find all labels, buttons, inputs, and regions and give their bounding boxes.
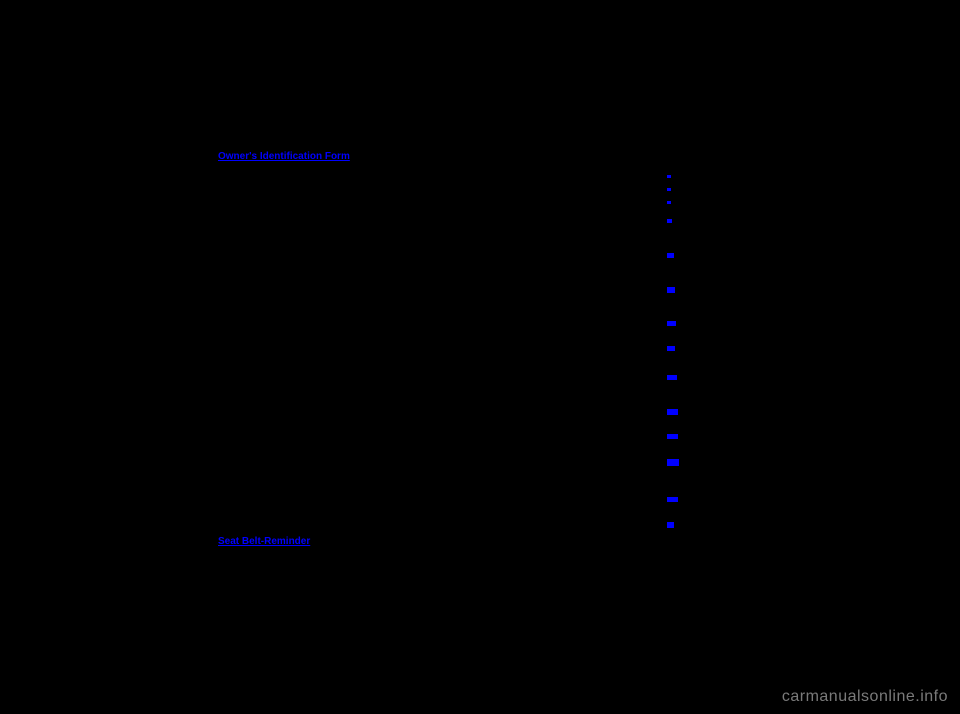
toc-bullet[interactable]	[667, 201, 671, 204]
link-seat-belt-reminder[interactable]: Seat Belt-Reminder	[218, 536, 310, 547]
toc-bullet[interactable]	[667, 188, 671, 191]
toc-bullet[interactable]	[667, 287, 675, 293]
toc-bullet[interactable]	[667, 434, 678, 439]
toc-bullet[interactable]	[667, 375, 677, 380]
toc-bullet[interactable]	[667, 522, 674, 528]
toc-bullet[interactable]	[667, 175, 671, 178]
toc-bullet[interactable]	[667, 321, 676, 326]
toc-bullet[interactable]	[667, 219, 672, 223]
toc-bullet[interactable]	[667, 459, 679, 466]
toc-bullet[interactable]	[667, 409, 678, 415]
toc-bullet[interactable]	[667, 346, 675, 351]
link-owners-identification-form[interactable]: Owner's Identification Form	[218, 151, 350, 162]
toc-bullet[interactable]	[667, 497, 678, 502]
toc-bullet[interactable]	[667, 253, 674, 258]
watermark-text: carmanualsonline.info	[782, 688, 948, 706]
